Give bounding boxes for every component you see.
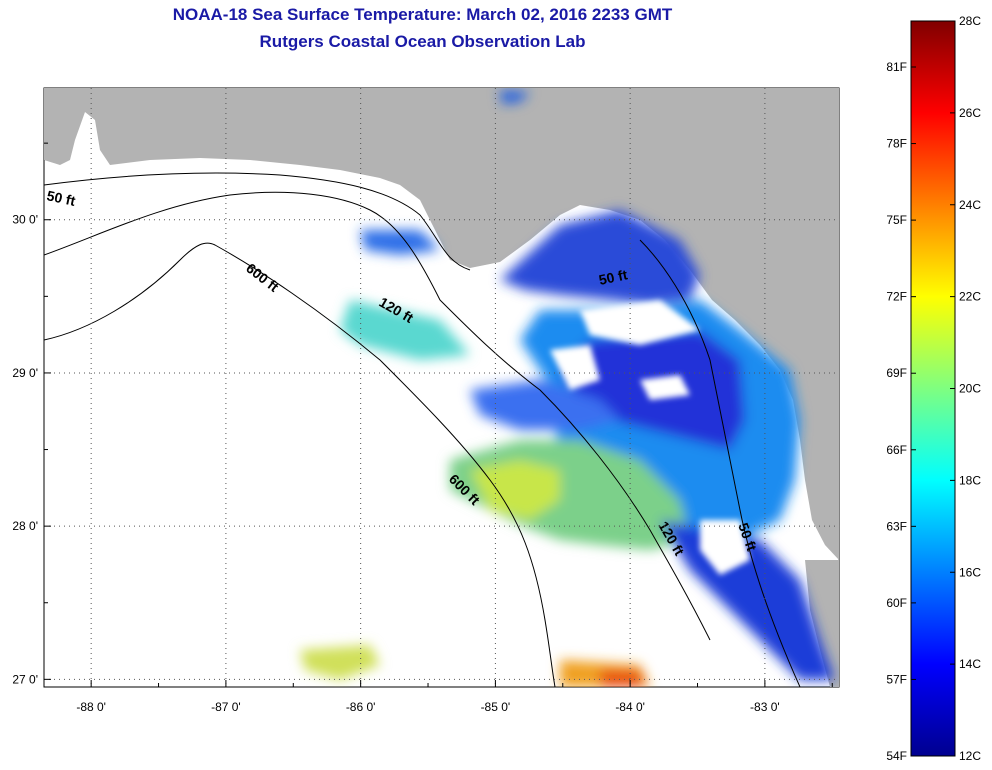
colorbar-labels: 28C 26C 24C 22C 20C 18C 16C 14C 12C 81F 78F 75F 72F 6… [886, 14, 981, 763]
colorbar-label-celsius: 22C [959, 290, 981, 304]
colorbar-label-fahrenheit: 60F [886, 596, 907, 610]
colorbar-label-celsius: 26C [959, 106, 981, 120]
colorbar-label-fahrenheit: 69F [886, 366, 907, 380]
colorbar-label-celsius: 16C [959, 565, 981, 579]
colorbar-label-fahrenheit: 78F [886, 137, 907, 151]
colorbar-label-celsius: 28C [959, 14, 981, 28]
colorbar-label-fahrenheit: 66F [886, 443, 907, 457]
lon-tick-label: -86 0' [346, 700, 376, 714]
colorbar-label-fahrenheit: 75F [886, 213, 907, 227]
lon-tick-label: -87 0' [211, 700, 241, 714]
contour-label-50ft-west: 50 ft [45, 187, 77, 209]
lat-tick-label: 27 0' [12, 672, 38, 686]
bathymetry-contours [44, 172, 801, 687]
contour-label-50ft-bigbend: 50 ft [597, 266, 629, 288]
colorbar-label-fahrenheit: 81F [886, 60, 907, 74]
colorbar-label-fahrenheit: 57F [886, 672, 907, 686]
colorbar-label-celsius: 24C [959, 198, 981, 212]
lon-tick-label: -85 0' [481, 700, 511, 714]
lat-tick-label: 30 0' [12, 213, 38, 227]
colorbar-label-fahrenheit: 72F [886, 290, 907, 304]
land-mass [44, 88, 839, 560]
lon-tick-label: -84 0' [615, 700, 645, 714]
colorbar-label-celsius: 12C [959, 749, 981, 763]
colorbar-label-celsius: 20C [959, 382, 981, 396]
lat-tick-label: 29 0' [12, 366, 38, 380]
map-layer: 50 ft 600 ft 120 ft 50 ft 600 ft 120 ft … [44, 88, 839, 687]
map-subtitle: Rutgers Coastal Ocean Observation Lab [259, 32, 586, 51]
colorbar-label-fahrenheit: 54F [886, 749, 907, 763]
lon-tick-label: -88 0' [76, 700, 106, 714]
colorbar-label-fahrenheit: 63F [886, 519, 907, 533]
cloud-mask [550, 300, 750, 575]
colorbar-label-celsius: 18C [959, 473, 981, 487]
land-mass-south [805, 560, 839, 687]
lat-tick-label: 28 0' [12, 519, 38, 533]
lon-tick-label: -83 0' [750, 700, 780, 714]
map-title: NOAA-18 Sea Surface Temperature: March 0… [172, 5, 673, 24]
colorbar [910, 20, 956, 757]
axis-ticks: -88 0' -87 0' -86 0' -85 0' -84 0' -83 0' 30 0… [12, 142, 833, 714]
colorbar-label-celsius: 14C [959, 657, 981, 671]
